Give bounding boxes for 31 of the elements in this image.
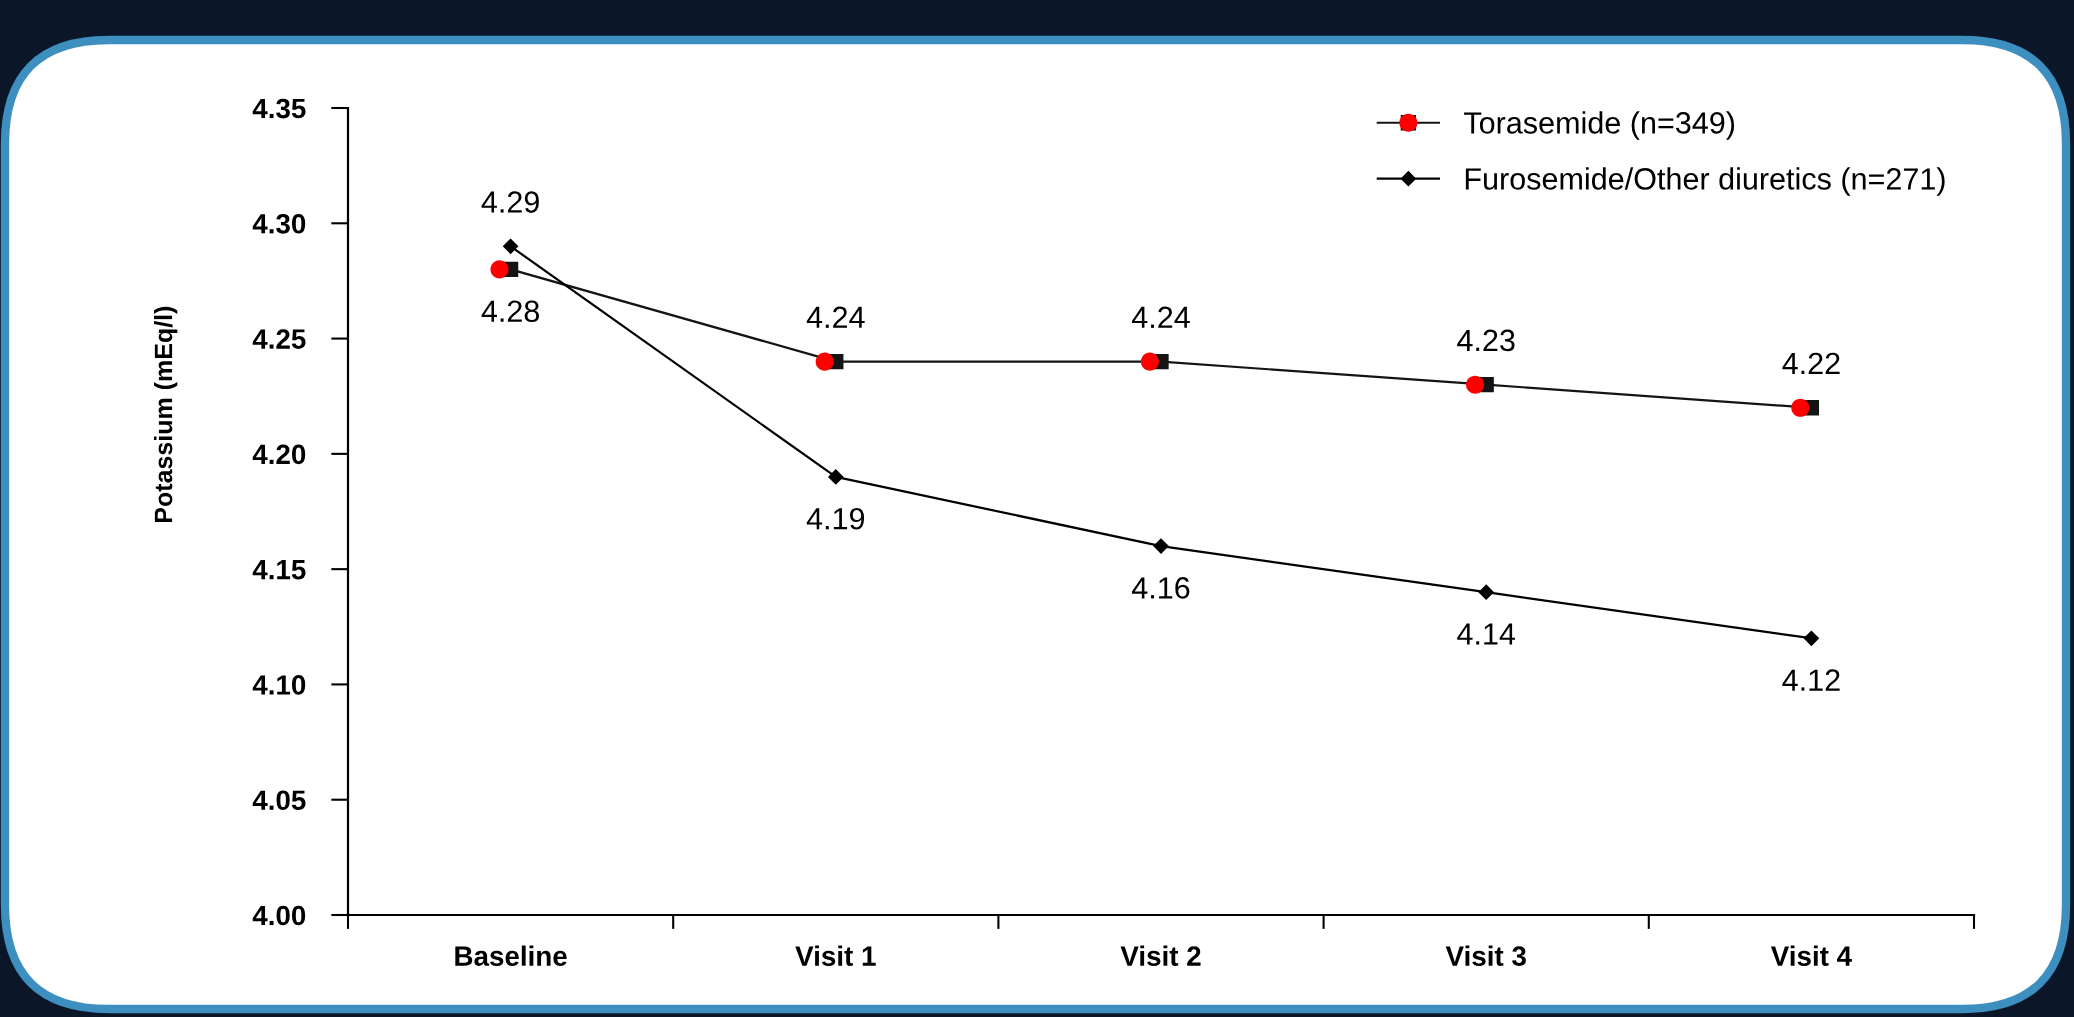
y-tick-label: 4.00 (252, 905, 306, 926)
data-label: 4.16 (1131, 577, 1190, 599)
data-label: 4.12 (1782, 669, 1840, 691)
point (828, 469, 844, 485)
data-label: 4.23 (1457, 329, 1515, 352)
x-tick-label: Visit 4 (1770, 945, 1852, 966)
y-tick-label: 4.05 (252, 790, 306, 811)
point (1153, 538, 1169, 554)
data-label: 4.24 (1131, 306, 1190, 328)
x-tick-label: Visit 2 (1120, 945, 1201, 966)
y-tick-label: 4.15 (252, 560, 306, 580)
y-axis-title: Potassium (mEq/l) (153, 306, 178, 523)
legend-label: Furosemide/Other diuretics (n=271) (1465, 167, 1945, 196)
point (1478, 584, 1494, 600)
y-tick-label: 4.10 (252, 675, 306, 695)
data-label: 4.19 (806, 507, 865, 530)
y-tick-label: 4.35 (252, 98, 306, 119)
y-tick-label: 4.20 (252, 444, 306, 465)
point (1803, 630, 1819, 646)
x-tick-label: Visit 1 (795, 945, 876, 966)
legend-label: Torasemide (n=349) (1464, 111, 1735, 140)
data-label: 4.29 (481, 191, 539, 213)
y-tick-label: 4.30 (252, 213, 306, 234)
data-label: 4.14 (1457, 623, 1516, 645)
data-label: 4.22 (1782, 352, 1840, 374)
point (503, 238, 519, 254)
y-tick-label: 4.25 (252, 329, 306, 349)
x-tick-label: Visit 3 (1445, 945, 1526, 966)
data-label: 4.28 (481, 300, 540, 323)
x-tick-label: Baseline (455, 945, 567, 966)
data-label: 4.24 (806, 306, 865, 328)
